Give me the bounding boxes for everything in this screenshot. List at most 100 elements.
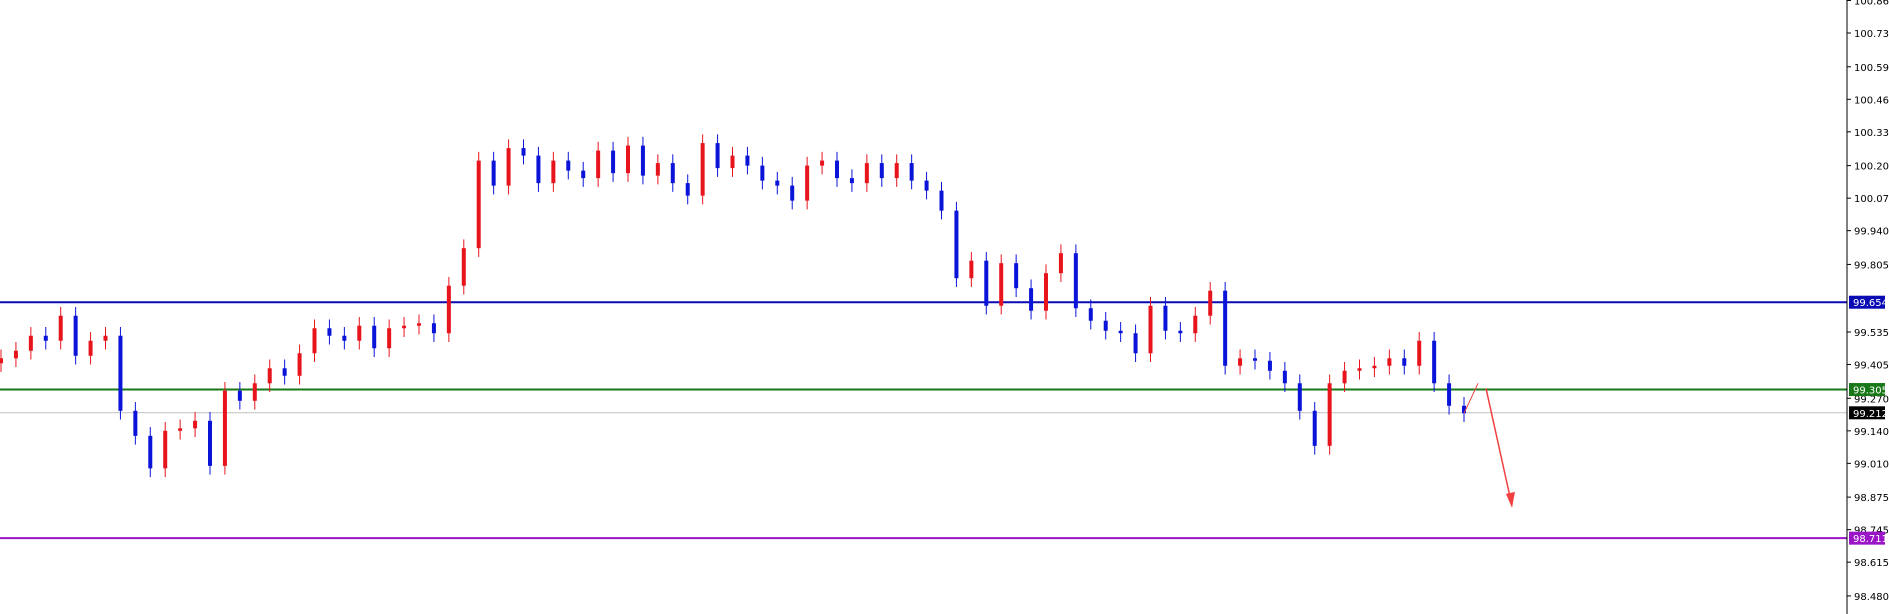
candle — [312, 319, 317, 363]
candle-body — [820, 160, 825, 166]
candle — [1073, 244, 1078, 317]
candle — [1148, 296, 1153, 363]
candle-body — [342, 335, 347, 341]
candle-body — [1342, 370, 1347, 384]
candle — [476, 151, 481, 257]
candle-body — [461, 248, 466, 286]
candle — [252, 374, 257, 410]
candle-body — [745, 155, 750, 166]
candle — [849, 169, 854, 192]
candle-body — [163, 430, 168, 469]
candle-body — [13, 350, 18, 359]
candle — [1103, 311, 1108, 340]
candle — [387, 319, 392, 358]
candle-body — [1357, 368, 1362, 371]
candle-body — [1402, 358, 1407, 366]
candle — [820, 151, 825, 175]
candle — [521, 139, 526, 165]
candle — [626, 136, 630, 182]
candle — [1447, 374, 1452, 415]
candle-body — [446, 285, 451, 334]
candle-body — [1014, 263, 1019, 289]
candle — [999, 254, 1004, 315]
candle-body — [1297, 383, 1302, 411]
price-tag-label: 99.654 — [1853, 298, 1888, 309]
candle — [417, 314, 421, 335]
candle — [775, 171, 780, 195]
candle-body — [655, 163, 660, 176]
candle-body — [536, 155, 541, 184]
candle — [1193, 306, 1198, 342]
candle-body — [118, 335, 123, 411]
candle-body — [431, 323, 436, 334]
price-axis: 100.860 100.730 100.595 100.465 100.335 100.2… — [1847, 0, 1889, 603]
price-tag-bg — [1849, 295, 1885, 309]
candle-body — [297, 353, 302, 376]
candle — [745, 146, 750, 175]
candle — [640, 136, 645, 185]
candle — [28, 326, 33, 360]
tick-label: 98.480 — [1854, 592, 1889, 603]
candle-body — [939, 190, 944, 211]
candle — [1238, 349, 1243, 375]
pullback-line — [1463, 383, 1479, 414]
candle — [1282, 362, 1287, 393]
candle-body — [237, 390, 242, 401]
candle-body — [700, 143, 705, 196]
candle-body — [954, 210, 959, 279]
candle-body — [611, 150, 616, 174]
candle — [1357, 359, 1362, 380]
candle-body — [685, 183, 690, 196]
candle-body — [1073, 253, 1078, 309]
candle-body — [1327, 383, 1332, 446]
candle — [969, 251, 974, 287]
candle — [1208, 281, 1213, 325]
candle-body — [1044, 273, 1048, 311]
candle — [58, 306, 63, 350]
price-tag-label: 99.305 — [1853, 386, 1888, 397]
candle — [282, 359, 287, 385]
candle-body — [566, 160, 571, 171]
candle — [1432, 331, 1437, 393]
candle-body — [387, 328, 392, 349]
candle-body — [491, 160, 496, 186]
candle — [1327, 374, 1332, 455]
candle — [536, 146, 541, 192]
candle — [984, 251, 989, 315]
candle-body — [73, 315, 78, 356]
candle-body — [999, 263, 1004, 306]
candle-body — [1372, 365, 1377, 369]
candle-body — [1148, 305, 1153, 354]
tick-label: 100.070 — [1854, 194, 1889, 205]
candle — [1253, 349, 1257, 370]
price-tag: 99.305 — [1849, 383, 1888, 397]
candle — [222, 382, 227, 475]
tick-label: 99.805 — [1854, 260, 1889, 271]
candle-body — [894, 163, 899, 179]
candle-body — [88, 340, 93, 356]
candle-body — [58, 315, 63, 341]
candle-body — [193, 420, 198, 429]
candle — [1044, 264, 1048, 320]
candle-body — [1223, 290, 1228, 366]
candle-body — [1267, 360, 1272, 371]
candle — [372, 316, 377, 358]
tick-label: 100.730 — [1854, 29, 1889, 40]
candle-body — [1133, 333, 1138, 354]
tick-label: 100.860 — [1854, 0, 1889, 7]
candle-body — [1387, 358, 1392, 366]
candle — [1387, 349, 1392, 375]
candle-body — [327, 328, 332, 336]
candle — [297, 344, 302, 385]
candle — [342, 326, 347, 350]
candle-body — [1118, 330, 1123, 334]
candle — [864, 154, 869, 192]
candle — [73, 306, 78, 365]
candle-body — [267, 368, 272, 384]
candle-body — [252, 383, 257, 401]
candle-body — [133, 410, 138, 436]
candle — [1223, 281, 1228, 375]
candle — [402, 316, 407, 337]
candle-body — [0, 358, 3, 364]
candle — [1118, 321, 1123, 342]
